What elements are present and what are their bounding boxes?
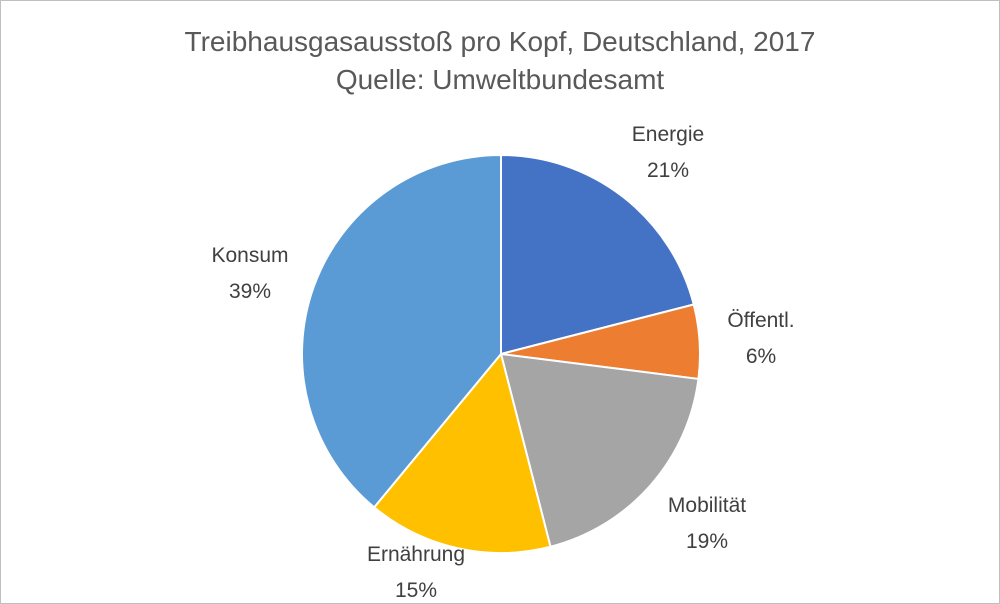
slice-label-2: Mobilität xyxy=(668,494,746,517)
pie-labels: Energie 21% Öffentl. 6% Mobilität 19% Ernährun… xyxy=(211,123,794,602)
slice-label-0: Energie xyxy=(632,123,704,146)
slice-label-3: Ernährung xyxy=(367,543,465,566)
slice-percent-label-4: 39% xyxy=(229,280,271,303)
pie-slices xyxy=(301,153,701,554)
slice-label-1: Öffentl. xyxy=(727,309,794,332)
pie-slice-3 xyxy=(372,351,552,554)
slice-percent-label-2: 19% xyxy=(686,530,728,553)
chart-title: Treibhausgasausstoß pro Kopf, Deutschlan… xyxy=(184,26,816,57)
pie-slice-2 xyxy=(499,352,700,548)
chart-subtitle: Quelle: Umweltbundesamt xyxy=(335,64,665,95)
slice-percent-label-0: 21% xyxy=(647,159,689,182)
pie-slice-0 xyxy=(500,153,695,356)
slice-percent-label-3: 15% xyxy=(395,579,437,602)
slice-percent-label-1: 6% xyxy=(746,345,776,368)
pie-slice-4 xyxy=(301,153,502,509)
chart-title-block: Treibhausgasausstoß pro Kopf, Deutschlan… xyxy=(1,23,999,99)
slice-label-4: Konsum xyxy=(211,244,288,267)
